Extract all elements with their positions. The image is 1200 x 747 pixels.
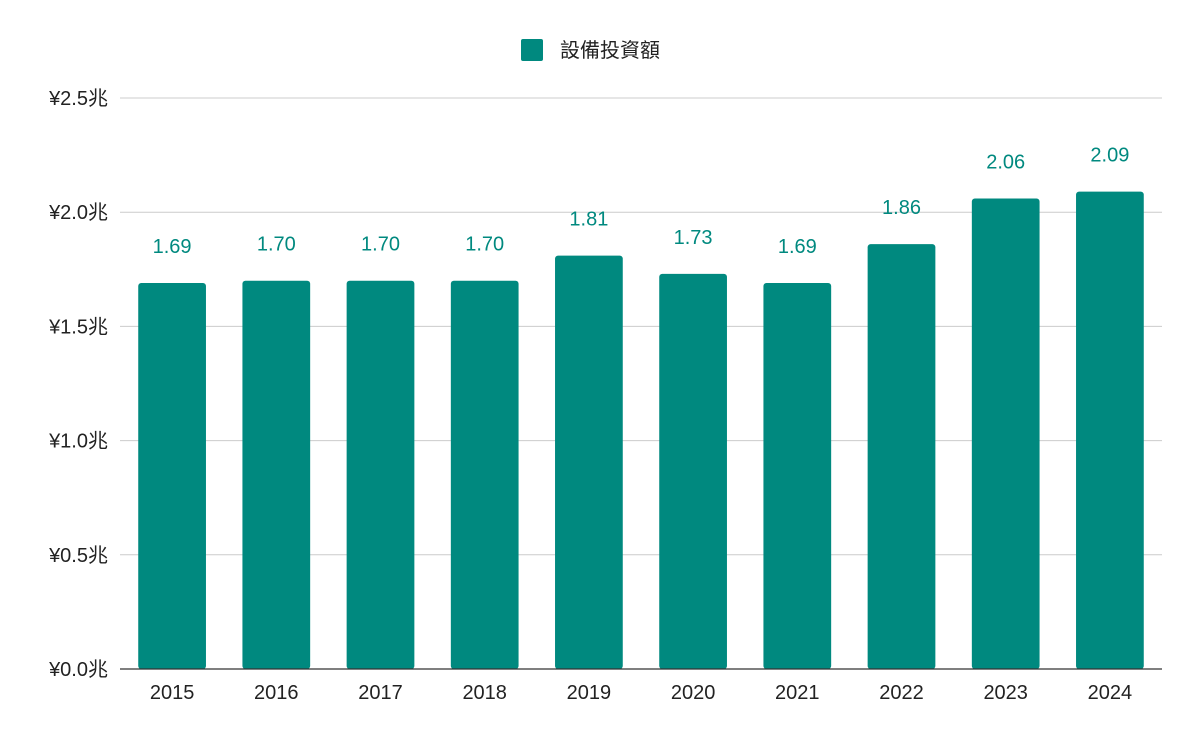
y-tick-label: ¥0.0兆 <box>48 658 108 681</box>
data-label: 1.70 <box>361 234 400 256</box>
x-tick-label: 2015 <box>150 682 195 704</box>
bar <box>138 283 206 669</box>
x-tick-label: 2016 <box>254 682 299 704</box>
x-tick-label: 2023 <box>983 682 1028 704</box>
y-tick-label: ¥2.0兆 <box>48 201 108 224</box>
x-tick-label: 2024 <box>1088 682 1133 704</box>
legend-swatch <box>521 39 543 61</box>
bar <box>971 198 1040 669</box>
x-tick-label: 2017 <box>358 682 403 704</box>
y-tick-label: ¥2.5兆 <box>48 87 108 110</box>
y-tick-label: ¥0.5兆 <box>48 544 108 567</box>
bar <box>242 280 311 669</box>
y-tick-label: ¥1.0兆 <box>48 430 108 453</box>
bar <box>450 280 519 669</box>
data-label: 1.81 <box>569 209 608 231</box>
data-label: 2.06 <box>986 151 1025 173</box>
x-tick-label: 2022 <box>879 682 924 704</box>
data-label: 1.69 <box>153 236 192 258</box>
bar <box>555 255 623 669</box>
x-tick-label: 2019 <box>567 682 612 704</box>
y-axis-tick-labels: ¥0.0兆 ¥0.5兆 ¥1.0兆 ¥1.5兆 ¥2.0兆 ¥2.5兆 <box>48 87 108 681</box>
bar <box>1076 191 1144 670</box>
data-label: 1.70 <box>465 234 504 256</box>
legend-label: 設備投資額 <box>560 39 660 62</box>
data-label: 2.09 <box>1090 145 1129 167</box>
x-tick-label: 2021 <box>775 682 820 704</box>
data-labels: 1.69 1.70 1.70 1.70 1.81 1.73 1.69 1.86 2.06 2.09 <box>153 145 1130 258</box>
data-label: 1.86 <box>882 197 921 219</box>
y-tick-label: ¥1.5兆 <box>48 315 108 338</box>
bars <box>138 191 1144 670</box>
x-tick-label: 2018 <box>462 682 507 704</box>
bar <box>867 244 936 669</box>
legend: 設備投資額 <box>521 39 660 62</box>
bar <box>763 283 832 669</box>
x-tick-label: 2020 <box>671 682 716 704</box>
data-label: 1.73 <box>674 227 713 249</box>
data-label: 1.69 <box>778 236 817 258</box>
bar <box>659 273 727 669</box>
data-label: 1.70 <box>257 234 296 256</box>
bar <box>346 280 415 669</box>
x-axis-tick-labels: 2015 2016 2017 2018 2019 2020 2021 2022 2023 2024 <box>150 682 1132 704</box>
